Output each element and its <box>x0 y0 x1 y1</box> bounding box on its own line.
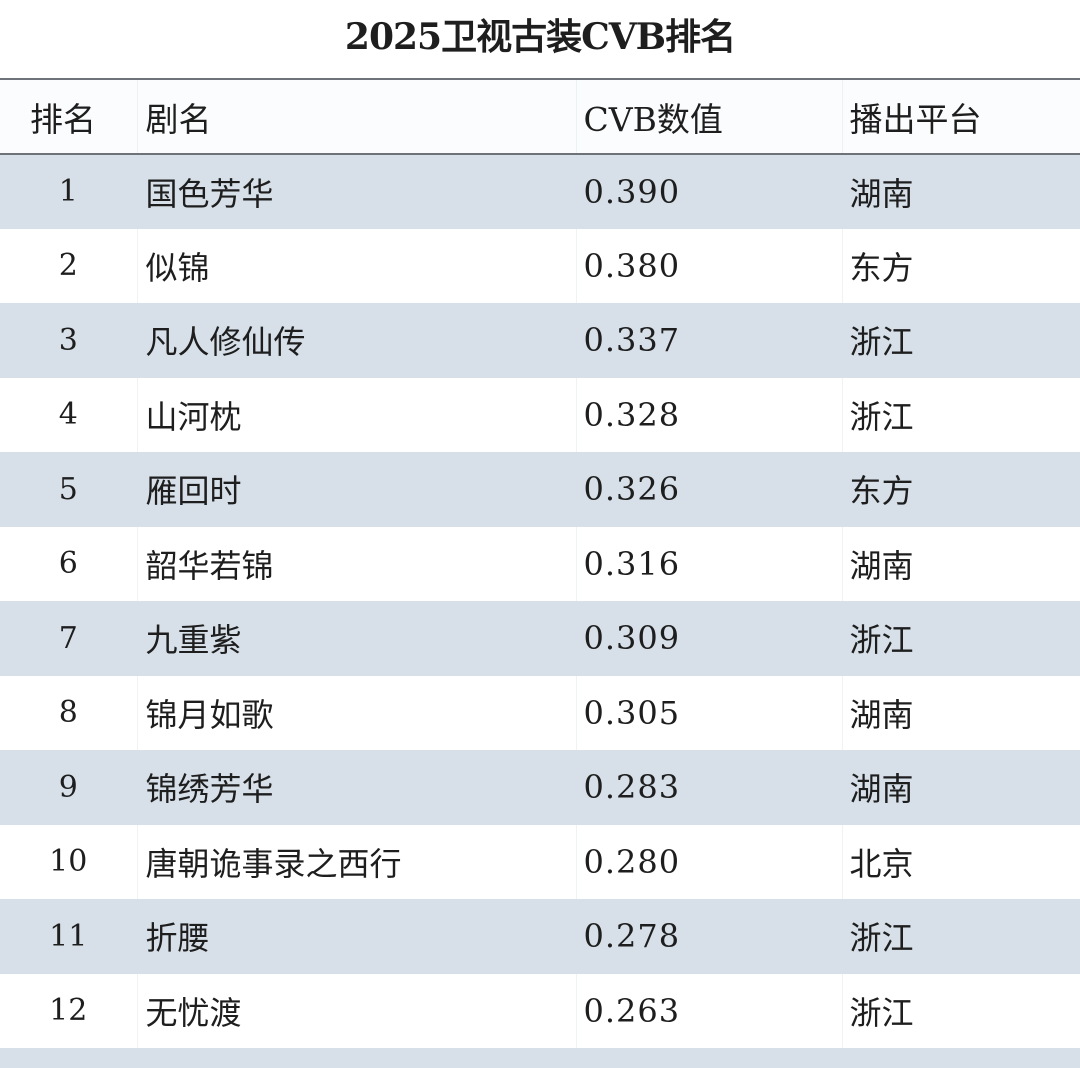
cell-cvb: 0.305 <box>576 675 843 750</box>
cell-platform: 浙江 <box>849 397 914 436</box>
cell-name: 折腰 <box>145 919 210 958</box>
cell-platform: 浙江 <box>849 993 914 1032</box>
cell-name: 锦月如歌 <box>137 675 577 750</box>
header-platform: 播出平台 <box>849 99 982 139</box>
table-row: 4 山河枕 0.328 浙江 <box>0 377 1080 452</box>
cell-cvb: 0.309 <box>583 619 681 658</box>
cell-cvb: 0.316 <box>576 526 843 601</box>
table-row: 5 雁回时 0.326 东方 <box>0 452 1080 527</box>
cell-name: 凡人修仙传 <box>145 323 306 362</box>
table-row: 8 锦月如歌 0.305 湖南 <box>0 675 1080 750</box>
cell-rank: 6 <box>0 526 138 601</box>
cell-name: 锦绣芳华 <box>145 770 274 809</box>
cell-cvb: 0.280 <box>576 824 843 899</box>
cell-platform: 浙江 <box>849 323 914 362</box>
cell-rank: 1 <box>58 174 78 210</box>
cell-name: 无忧渡 <box>137 973 577 1048</box>
table-row: 6 韶华若锦 0.316 湖南 <box>0 526 1080 601</box>
cell-rank: 3 <box>58 322 78 358</box>
page-title: 2025卫视古装CVB排名 <box>344 16 736 58</box>
cell-platform: 浙江 <box>849 919 914 958</box>
cell-name: 国色芳华 <box>145 174 274 213</box>
table-bottom-band <box>0 1048 1080 1068</box>
cell-platform: 北京 <box>849 844 914 883</box>
table-row: 2 似锦 0.380 东方 <box>0 228 1080 303</box>
cell-rank: 11 <box>49 918 88 954</box>
cell-cvb: 0.390 <box>583 172 681 211</box>
table-row: 7 九重紫 0.309 浙江 <box>0 601 1080 676</box>
ranking-table: 排名 剧名 CVB数值 播出平台 1 国色芳华 0.390 湖南 2 似锦 0.… <box>0 78 1080 1048</box>
header-name: 剧名 <box>137 79 577 154</box>
cell-platform: 浙江 <box>849 621 914 660</box>
cell-cvb: 0.278 <box>583 917 681 956</box>
table-row: 9 锦绣芳华 0.283 湖南 <box>0 750 1080 825</box>
cell-name: 似锦 <box>137 228 577 303</box>
cell-platform: 湖南 <box>849 546 914 585</box>
cell-name: 唐朝诡事录之西行 <box>137 824 577 899</box>
cell-cvb: 0.328 <box>576 377 843 452</box>
table-header-row: 排名 剧名 CVB数值 播出平台 <box>0 79 1080 154</box>
cell-platform: 湖南 <box>849 695 914 734</box>
cell-rank: 9 <box>58 769 78 805</box>
cell-cvb: 0.283 <box>583 768 681 807</box>
cell-platform: 东方 <box>849 248 914 287</box>
cell-platform: 湖南 <box>849 770 914 809</box>
cell-rank: 2 <box>0 228 138 303</box>
table-row: 11 折腰 0.278 浙江 <box>0 899 1080 974</box>
cell-name: 雁回时 <box>145 472 242 511</box>
cell-name: 韶华若锦 <box>137 526 577 601</box>
cell-platform: 湖南 <box>849 174 914 213</box>
cell-name: 山河枕 <box>137 377 577 452</box>
cell-rank: 8 <box>0 675 138 750</box>
cell-rank: 12 <box>0 973 138 1048</box>
header-rank: 排名 <box>0 79 138 154</box>
table-row: 10 唐朝诡事录之西行 0.280 北京 <box>0 824 1080 899</box>
header-cvb: CVB数值 <box>576 79 843 154</box>
table-row: 1 国色芳华 0.390 湖南 <box>0 154 1080 229</box>
cell-platform: 东方 <box>849 472 914 511</box>
cell-name: 九重紫 <box>145 621 242 660</box>
cell-cvb: 0.326 <box>583 470 681 509</box>
cell-rank: 10 <box>0 824 138 899</box>
cell-rank: 7 <box>58 620 78 656</box>
table-row: 12 无忧渡 0.263 浙江 <box>0 973 1080 1048</box>
table-row: 3 凡人修仙传 0.337 浙江 <box>0 303 1080 378</box>
cell-cvb: 0.337 <box>583 321 681 360</box>
cell-rank: 4 <box>0 377 138 452</box>
cell-rank: 5 <box>58 471 78 507</box>
cell-cvb: 0.263 <box>576 973 843 1048</box>
cell-cvb: 0.380 <box>576 228 843 303</box>
